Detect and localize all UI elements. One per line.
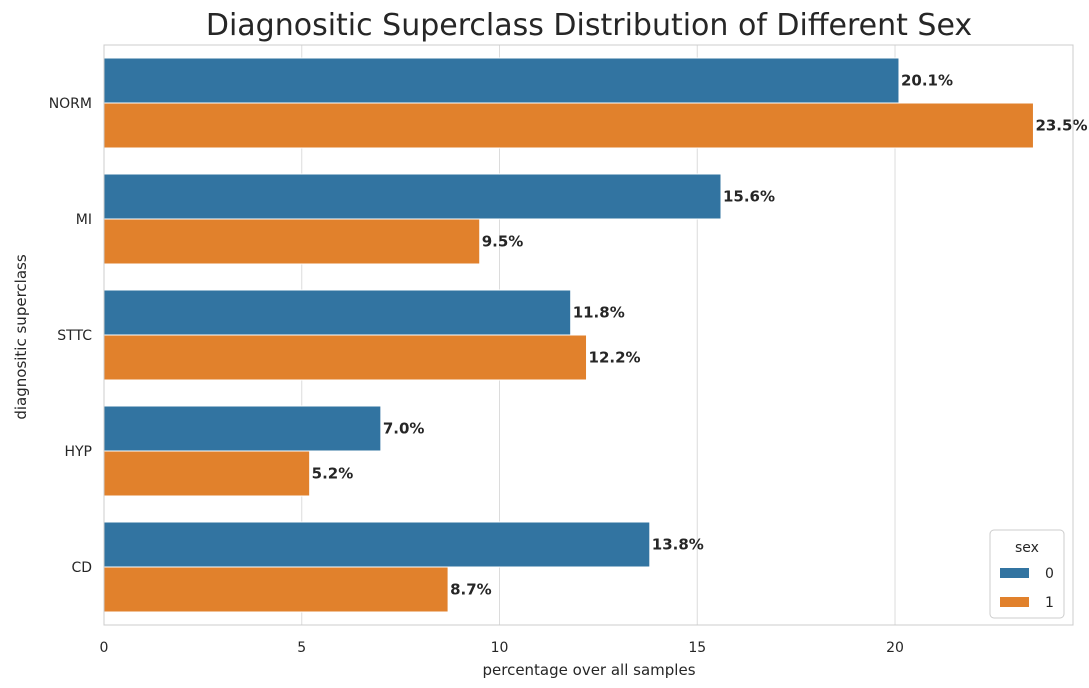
- y-axis-label: diagnositic superclass: [12, 254, 30, 419]
- y-tick-label: CD: [71, 560, 92, 576]
- legend: sex 0 1: [989, 529, 1065, 619]
- bar-mi-sex-1: [103, 218, 481, 265]
- bar-value-label: 20.1%: [901, 72, 953, 90]
- bar-value-label: 11.8%: [573, 304, 625, 322]
- bar-hyp-sex-1: [103, 450, 311, 497]
- bar-value-label: 9.5%: [482, 233, 524, 251]
- bar-value-label: 5.2%: [312, 465, 354, 483]
- bar-norm-sex-1: [103, 102, 1034, 149]
- bar-value-label: 7.0%: [383, 420, 425, 438]
- bar-hyp-sex-0: [103, 405, 382, 452]
- plot-area: 0 5 10 15 20NORMMISTTCHYPCD20.1%15.6%11.8%7.…: [49, 44, 1087, 656]
- bar-value-label: 8.7%: [450, 581, 492, 599]
- x-axis-label: percentage over all samples: [482, 661, 695, 679]
- bar-value-label: 23.5%: [1035, 117, 1087, 135]
- bar-cd-sex-1: [103, 566, 449, 613]
- bar-sttc-sex-1: [103, 334, 588, 381]
- bar-value-label: 15.6%: [723, 188, 775, 206]
- x-tick-label: 0: [100, 640, 109, 656]
- x-tick-label: 20: [886, 640, 904, 656]
- x-tick-label: 10: [491, 640, 509, 656]
- bar-value-label: 13.8%: [652, 536, 704, 554]
- bar-mi-sex-0: [103, 173, 722, 220]
- legend-label: 1: [1045, 595, 1054, 611]
- x-tick-label: 5: [297, 640, 306, 656]
- y-tick-label: HYP: [64, 444, 92, 460]
- bar-cd-sex-0: [103, 521, 651, 568]
- chart-title: Diagnositic Superclass Distribution of D…: [206, 8, 972, 43]
- y-tick-label: STTC: [57, 328, 92, 344]
- legend-label: 0: [1045, 566, 1054, 582]
- y-tick-label: NORM: [49, 96, 92, 112]
- bar-norm-sex-0: [103, 57, 900, 104]
- legend-swatch-0: [1000, 568, 1029, 578]
- legend-swatch-1: [1000, 597, 1029, 607]
- legend-title: sex: [1015, 540, 1039, 556]
- bar-sttc-sex-0: [103, 289, 572, 336]
- plot-border: [103, 44, 1074, 626]
- x-tick-label: 15: [688, 640, 706, 656]
- y-tick-label: MI: [76, 212, 92, 228]
- bar-value-label: 12.2%: [589, 349, 641, 367]
